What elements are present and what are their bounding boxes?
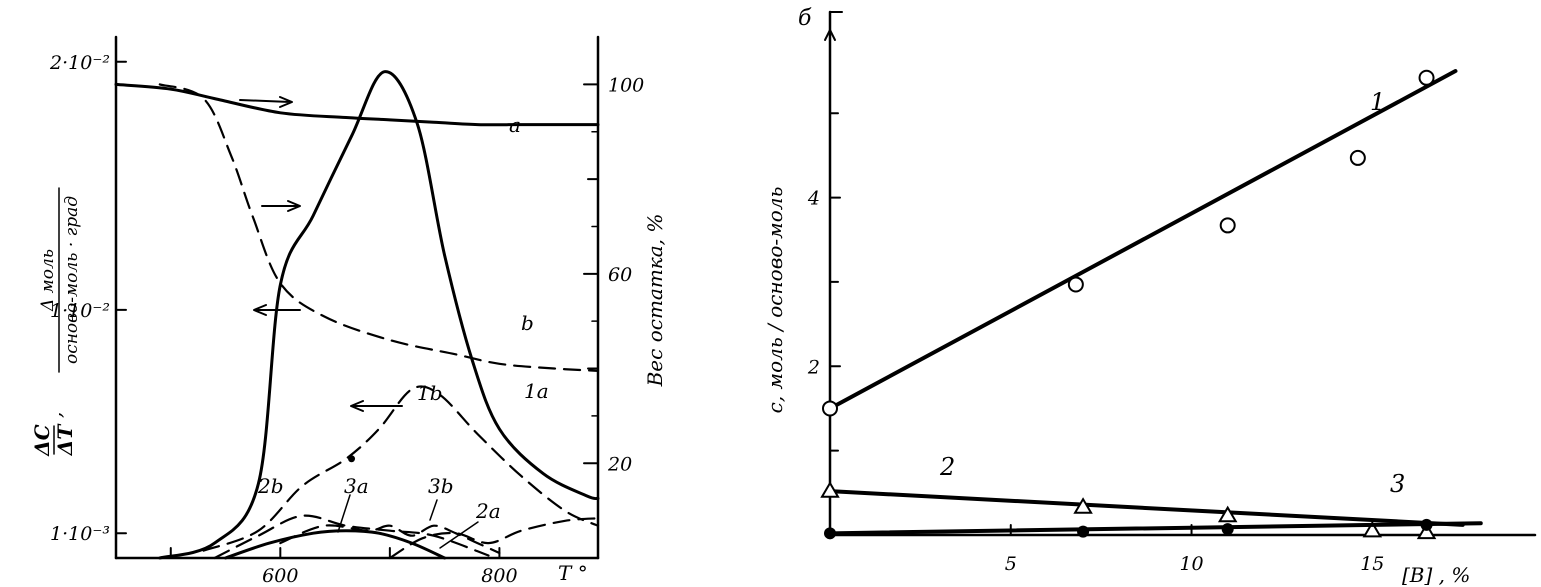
arrow-right-a <box>239 96 293 108</box>
b-x-tick-label: 15 <box>1360 553 1384 575</box>
point-series-1 <box>1219 217 1236 234</box>
y-left-tick-label: 1·10⁻² <box>50 300 110 322</box>
b-y-axis-label: с, моль / осново-моль <box>763 187 787 414</box>
curve-label-3a: 3a <box>344 474 369 498</box>
b-x-tick-label: 10 <box>1179 553 1203 575</box>
curve-label-3b: 3b <box>428 474 454 498</box>
point-series-2 <box>1217 505 1238 523</box>
series-label-1: 1 <box>1370 88 1385 116</box>
x-tick-label-a: 600 <box>262 565 298 587</box>
curve-label-a: a <box>509 113 521 137</box>
y-left-tick-label: 1·10⁻³ <box>50 523 110 545</box>
curve-1b-dot <box>348 455 356 463</box>
x-axis-label-a: T ° <box>558 561 588 585</box>
left-axis-unit-denominator: осново-моль · град <box>62 196 82 364</box>
point-series-1 <box>1418 69 1435 86</box>
label-pointer-3a <box>337 494 351 533</box>
curve-3b <box>279 524 501 555</box>
point-series-3 <box>824 527 836 540</box>
curve-b <box>158 83 600 372</box>
series-label-3: 3 <box>1390 470 1405 498</box>
arrow-left-1a <box>253 304 301 316</box>
point-series-2 <box>1362 520 1383 538</box>
left-axis-denominator: ΔT <box>53 423 77 457</box>
fit-line-1 <box>828 69 1458 411</box>
y-right-tick-label: 60 <box>608 264 632 286</box>
y-left-tick-label: 2·10⁻² <box>49 52 110 74</box>
label-pointer-2a <box>439 521 479 549</box>
svg-text:,: , <box>42 412 66 418</box>
curve-a <box>114 82 600 127</box>
curve-1a <box>158 70 600 560</box>
b-x-tick-label: 5 <box>1005 553 1017 575</box>
curve-2a <box>388 517 600 560</box>
panel-a-plot: 600 800 2·10⁻² 1·10⁻² 1·10⁻³ 100 60 20 ΔC ΔT , … <box>30 35 667 587</box>
curve-label-b: b <box>521 311 534 335</box>
panel-b-ticks: 5 10 15 2 4 <box>807 112 1384 575</box>
b-x-axis-label: [B] , % <box>1402 563 1470 587</box>
fit-line-2 <box>828 489 1465 527</box>
panel-b-letter: б <box>798 6 812 31</box>
point-series-2 <box>1073 497 1093 514</box>
direction-arrows <box>239 96 403 412</box>
point-series-1 <box>1349 149 1366 166</box>
point-series-3 <box>1221 523 1234 536</box>
left-axis-unit-numerator: Δ моль <box>38 249 58 312</box>
left-axis-numerator: ΔC <box>30 424 54 457</box>
left-axis-label: ΔC ΔT , Δ моль осново-моль · град <box>30 187 82 457</box>
b-y-tick-label: 2 <box>807 356 820 378</box>
point-series-1 <box>1067 276 1084 293</box>
panel-a-curves <box>114 70 600 560</box>
series-label-2: 2 <box>939 453 955 481</box>
fit-line-3 <box>828 521 1483 536</box>
point-series-1 <box>822 400 838 417</box>
arrow-right-b <box>261 200 301 212</box>
point-series-3 <box>1420 518 1433 531</box>
right-axis-label: Вес остатка, % <box>643 214 667 388</box>
x-tick-label-a: 800 <box>481 565 517 587</box>
curve-label-2b: 2b <box>257 474 284 498</box>
b-y-tick-label: 4 <box>807 188 820 210</box>
arrow-left-1b <box>350 400 403 412</box>
point-series-3 <box>1077 525 1090 538</box>
curve-3a <box>224 529 447 560</box>
y-right-tick-label: 20 <box>607 453 632 475</box>
panel-a-ticks: 600 800 2·10⁻² 1·10⁻² 1·10⁻³ 100 60 20 <box>49 52 644 587</box>
curve-label-1a: 1a <box>524 379 549 403</box>
point-series-2 <box>820 481 840 498</box>
curve-label-2a: 2a <box>475 499 501 523</box>
curve-1b <box>202 385 600 552</box>
point-series-2 <box>1416 522 1437 540</box>
curve-2b <box>213 514 490 560</box>
label-pointer-3b <box>429 499 438 521</box>
panel-b-series <box>820 69 1483 540</box>
b-y-axis-arrow <box>824 29 836 41</box>
y-right-tick-label: 100 <box>608 74 644 96</box>
curve-label-1b: 1b <box>417 381 443 405</box>
